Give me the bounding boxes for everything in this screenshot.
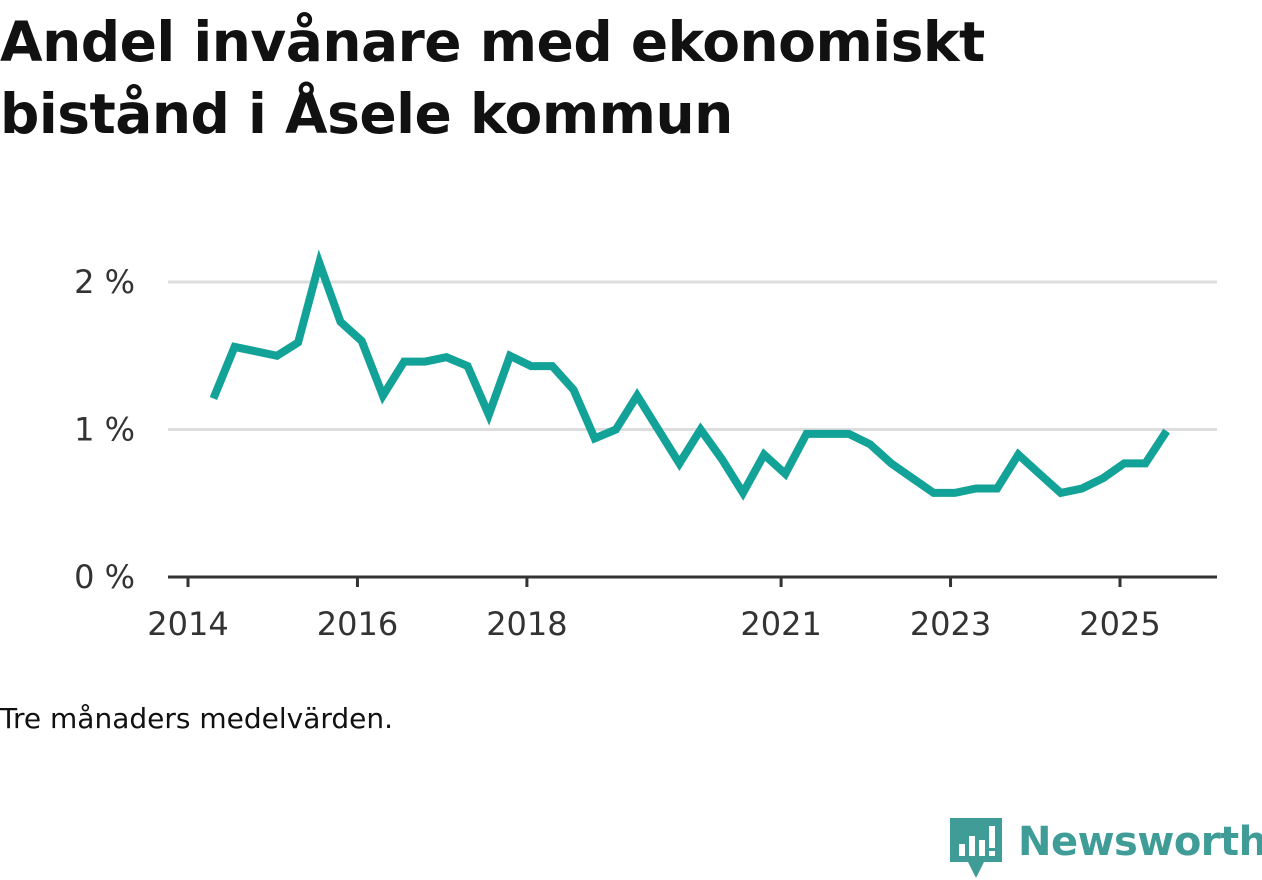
series-layer	[209, 249, 1170, 501]
series-line	[209, 249, 1170, 501]
bar-chart-speech-bubble-icon	[950, 818, 1002, 878]
y-axis-labels: 0 % 1 % 2 %	[74, 263, 135, 596]
x-tick-label: 2021	[740, 605, 821, 643]
newsworthy-logo: Newsworthy	[950, 818, 1262, 880]
x-tick-label: 2025	[1079, 605, 1160, 643]
chart-title: Andel invånare med ekonomiskt bistånd i …	[0, 10, 985, 146]
gridlines	[168, 280, 1217, 431]
x-tick-label: 2016	[317, 605, 398, 643]
chart-caption: Tre månaders medelvärden.	[0, 702, 394, 735]
brand-name: Newsworthy	[1018, 819, 1262, 865]
y-tick-label: 2 %	[74, 263, 135, 301]
x-tick-label: 2018	[486, 605, 567, 643]
x-axis: 2014 2016 2018 2021 2023 2025	[147, 575, 1217, 643]
y-tick-label: 1 %	[74, 411, 135, 449]
x-tick-label: 2023	[910, 605, 991, 643]
x-tick-label: 2014	[147, 605, 228, 643]
y-tick-label: 0 %	[74, 558, 135, 596]
line-chart: 2014 2016 2018 2021 2023 2025 0 % 1 % 2 %	[74, 249, 1217, 643]
